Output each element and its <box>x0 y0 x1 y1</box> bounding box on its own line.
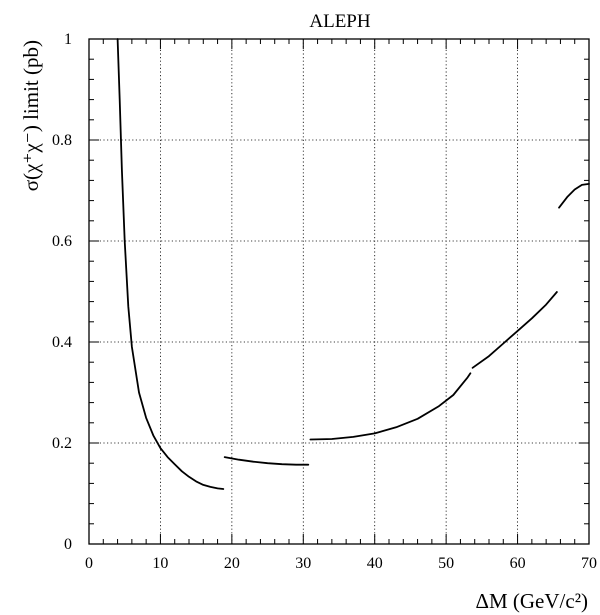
x-tick-labels: 0 10 20 30 40 50 60 70 <box>85 555 597 572</box>
x-tick-label: 10 <box>152 555 168 572</box>
x-tick-label: 50 <box>438 555 454 572</box>
limit-curve-segment <box>116 38 225 490</box>
x-tick-label: 70 <box>581 555 597 572</box>
grid <box>89 39 589 544</box>
y-tick-label: 0.8 <box>52 132 72 149</box>
x-tick-label: 60 <box>510 555 526 572</box>
axis-ticks <box>88 38 590 545</box>
y-axis-label: σ(χ⁺χ⁻) limit (pb) <box>19 40 43 191</box>
y-tick-label: 0.6 <box>52 233 72 250</box>
x-tick-label: 20 <box>224 555 240 572</box>
x-tick-label: 30 <box>295 555 311 572</box>
x-axis-label: ΔM (GeV/c²) <box>475 589 588 613</box>
y-tick-label: 0.2 <box>52 435 72 452</box>
y-tick-labels: 0 0.2 0.4 0.6 0.8 1 <box>52 31 72 553</box>
limit-curve <box>116 38 590 490</box>
y-tick-label: 1 <box>64 31 72 48</box>
x-tick-label: 0 <box>85 555 93 572</box>
x-tick-label: 40 <box>367 555 383 572</box>
y-tick-label: 0.4 <box>52 334 72 351</box>
limit-curve-segment <box>309 372 472 441</box>
chart-title: ALEPH <box>309 11 371 32</box>
y-tick-label: 0 <box>64 536 72 553</box>
plot-frame <box>88 38 590 545</box>
limit-curve-segment <box>558 182 590 209</box>
limit-curve-segment <box>471 291 558 369</box>
limit-curve-segment <box>223 456 310 466</box>
